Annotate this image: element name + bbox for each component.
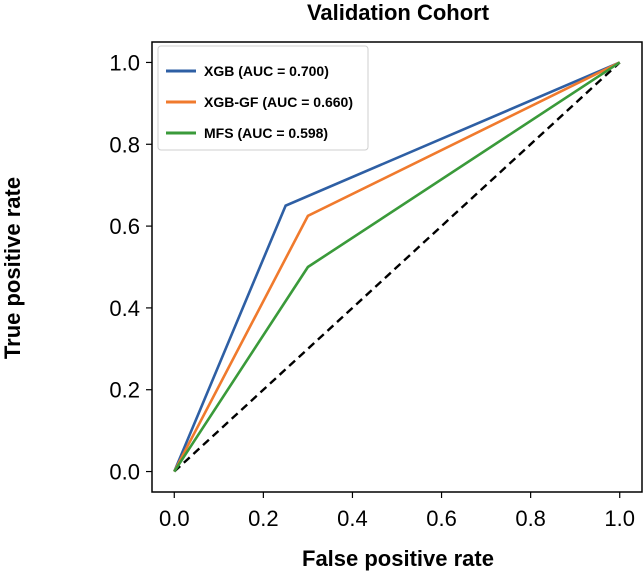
y-tick-label: 0.6 [109,214,140,239]
series-line-0 [173,61,621,473]
legend-label: MFS (AUC = 0.598) [204,125,328,141]
y-tick-label: 1.0 [109,50,140,75]
plot-frame [151,41,643,493]
y-tick-label: 0.0 [109,460,140,485]
legend: XGB (AUC = 0.700) XGB-GF (AUC = 0.660) MFS… [157,45,369,151]
series-lines [173,61,621,473]
x-tick-label: 0.0 [159,506,190,531]
y-tick-label: 0.8 [109,132,140,157]
reference-diagonal-line [173,61,621,473]
series-line-2 [173,61,621,473]
legend-label: XGB (AUC = 0.700) [204,63,329,79]
series-line-1 [173,61,621,473]
legend-label: XGB-GF (AUC = 0.660) [204,94,353,110]
x-axis-label: False positive rate [302,546,494,571]
x-tick-label: 0.8 [515,506,546,531]
legend-box [157,45,369,151]
axis-ticks: 0.0 0.2 0.4 0.6 0.8 1.0 0.0 0.2 0.4 0.6 0.8 1.0 [109,50,635,531]
x-tick-label: 0.4 [337,506,368,531]
x-tick-label: 0.2 [248,506,279,531]
x-tick-label: 1.0 [604,506,635,531]
y-tick-label: 0.4 [109,296,140,321]
chart-title: Validation Cohort [307,0,490,25]
y-axis-label: True positive rate [0,177,25,359]
y-tick-label: 0.2 [109,378,140,403]
x-tick-label: 0.6 [426,506,457,531]
